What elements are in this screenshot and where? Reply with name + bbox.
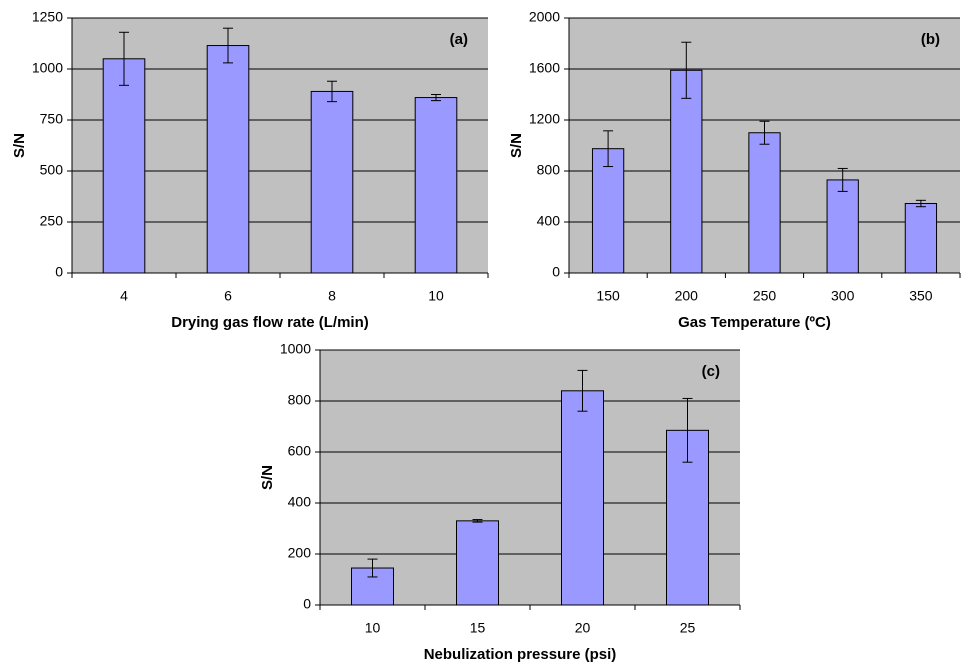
y-tick-label: 200 — [288, 545, 312, 561]
bar — [904, 203, 938, 274]
y-axis-label: S/N — [508, 133, 525, 158]
y-tick-label: 1250 — [32, 9, 63, 25]
y-tick-label: 0 — [303, 596, 311, 612]
bar — [414, 97, 458, 274]
x-tick-label: 300 — [831, 288, 855, 304]
x-tick-label: 15 — [470, 620, 486, 636]
bar — [591, 148, 625, 274]
y-tick-label: 750 — [40, 111, 64, 127]
y-tick-label: 1000 — [280, 341, 311, 357]
bar — [310, 90, 354, 274]
annotation: (c) — [702, 363, 720, 380]
bar — [748, 132, 781, 274]
x-tick-label: 10 — [428, 288, 444, 304]
annotation: (b) — [921, 31, 940, 48]
x-tick-label: 150 — [596, 288, 620, 304]
y-tick-label: 500 — [40, 162, 64, 178]
y-tick-label: 800 — [288, 392, 312, 408]
x-axis-label: Drying gas flow rate (L/min) — [171, 314, 369, 331]
y-tick-label: 1600 — [529, 60, 560, 76]
bar — [561, 390, 604, 606]
y-tick-label: 600 — [288, 443, 312, 459]
x-tick-label: 6 — [224, 288, 232, 304]
x-tick-label: 4 — [120, 288, 128, 304]
x-tick-label: 25 — [680, 620, 696, 636]
x-tick-label: 200 — [675, 288, 699, 304]
y-tick-label: 800 — [537, 162, 561, 178]
bar — [206, 45, 250, 274]
x-axis-label: Nebulization pressure (psi) — [424, 646, 617, 663]
x-axis-label: Gas Temperature (ºC) — [678, 314, 831, 331]
y-tick-label: 400 — [537, 213, 561, 229]
x-tick-label: 250 — [753, 288, 777, 304]
y-tick-label: 0 — [552, 264, 560, 280]
y-tick-label: 1000 — [32, 60, 63, 76]
y-tick-label: 250 — [40, 213, 64, 229]
x-tick-label: 20 — [575, 620, 591, 636]
bar — [102, 58, 146, 274]
x-tick-label: 10 — [365, 620, 381, 636]
y-tick-label: 1200 — [529, 111, 560, 127]
x-tick-label: 8 — [328, 288, 336, 304]
bar — [670, 69, 703, 274]
y-tick-label: 400 — [288, 494, 312, 510]
y-tick-label: 2000 — [529, 9, 560, 25]
bar — [826, 179, 859, 274]
bar — [456, 520, 499, 606]
x-tick-label: 350 — [909, 288, 933, 304]
y-axis-label: S/N — [11, 133, 28, 158]
annotation: (a) — [450, 31, 468, 48]
y-axis-label: S/N — [259, 465, 276, 490]
y-tick-label: 0 — [55, 264, 63, 280]
